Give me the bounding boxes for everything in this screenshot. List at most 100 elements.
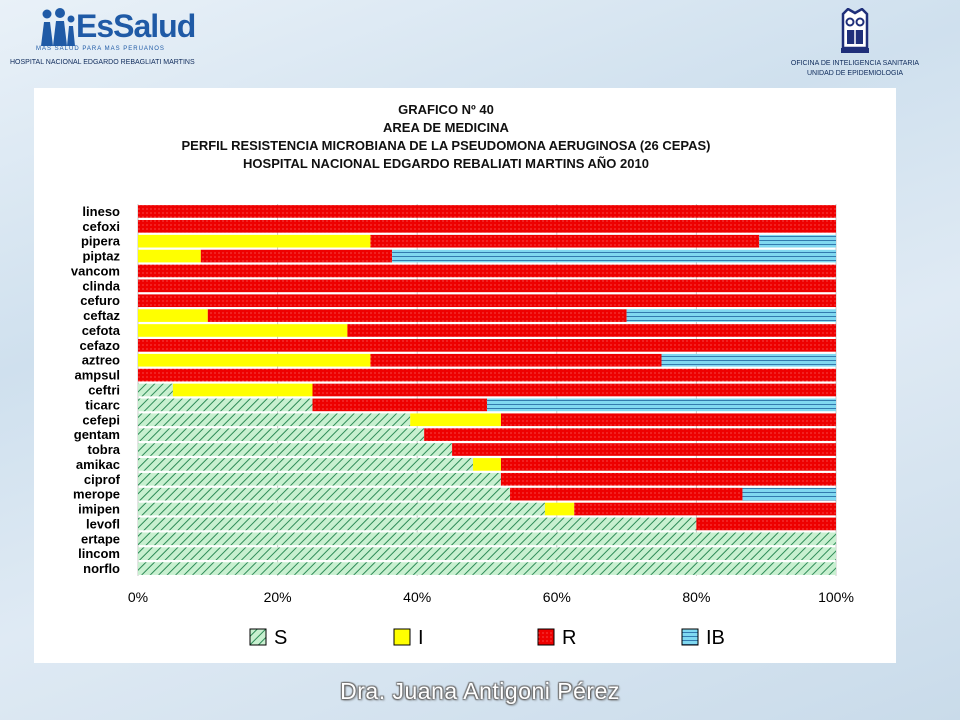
category-label: gentam xyxy=(74,427,120,442)
bar-s-gentam xyxy=(138,428,425,441)
category-label: lineso xyxy=(82,204,120,219)
bar-s-ceftri xyxy=(138,383,173,397)
office-emblem: OFICINA DE INTELIGENCIA SANITARIA UNIDAD… xyxy=(770,8,940,80)
bar-r-vancom xyxy=(138,264,836,278)
bar-i-pipera xyxy=(138,234,371,248)
bar-s-amikac xyxy=(138,458,474,471)
bar-r-cefoxi xyxy=(138,219,836,233)
x-tick-label: 100% xyxy=(818,589,854,605)
category-label: ceftaz xyxy=(83,308,120,323)
chart-legend: S I R IB xyxy=(249,627,725,649)
bar-i-amikac xyxy=(473,458,501,471)
category-label: amikac xyxy=(76,457,120,472)
bar-r-ampsul xyxy=(138,368,836,382)
bar-r-pipera xyxy=(370,234,760,248)
office-name: OFICINA DE INTELIGENCIA SANITARIA xyxy=(790,60,920,67)
legend-swatch-s xyxy=(249,628,267,646)
legend-label: IB xyxy=(706,627,725,649)
x-axis-ticks: 0% 20% 40% 60% 80% 100% xyxy=(128,589,854,605)
bar-s-lincom xyxy=(138,547,836,561)
bar-r-cefepi xyxy=(500,413,836,427)
bar-ib-ticarc xyxy=(487,398,836,412)
category-label: ticarc xyxy=(85,397,120,412)
category-label: tobra xyxy=(88,442,121,457)
chart-title: GRAFICO Nº 40 AREA DE MEDICINA PERFIL RESI… xyxy=(182,102,711,171)
category-label: norflo xyxy=(83,561,120,576)
bar-i-ceftri xyxy=(172,383,313,397)
logo-text: EsSalud xyxy=(76,8,196,44)
bar-i-aztreo xyxy=(138,353,371,367)
legend-label: I xyxy=(418,627,424,649)
category-label: lincom xyxy=(78,546,120,561)
bar-ib-merope xyxy=(742,487,836,501)
bar-s-norflo xyxy=(138,562,836,575)
title-line: AREA DE MEDICINA xyxy=(383,120,510,135)
bar-r-cefazo xyxy=(138,339,836,352)
resistance-chart: GRAFICO Nº 40 AREA DE MEDICINA PERFIL RESI… xyxy=(71,102,854,649)
bar-ib-aztreo xyxy=(661,353,836,367)
chart-bars xyxy=(138,205,836,575)
bar-i-cefepi xyxy=(410,413,501,427)
bar-i-piptaz xyxy=(138,249,201,263)
bar-s-ertape xyxy=(138,532,836,546)
category-label: vancom xyxy=(71,263,120,278)
bar-i-ceftaz xyxy=(138,309,208,322)
title-line: GRAFICO Nº 40 xyxy=(398,102,494,117)
category-label: merope xyxy=(73,487,120,502)
logo-tagline: MAS SALUD PARA MAS PERUANOS xyxy=(36,46,165,52)
legend-label: S xyxy=(274,627,287,649)
x-tick-label: 60% xyxy=(543,589,571,605)
legend-swatch-i xyxy=(393,628,411,646)
bar-ib-pipera xyxy=(759,234,836,248)
bar-s-tobra xyxy=(138,443,453,456)
bar-r-cefuro xyxy=(138,294,836,308)
bar-r-ciprof xyxy=(500,472,836,486)
category-label: clinda xyxy=(82,278,120,293)
author-name: Dra. Juana Antigoni Pérez xyxy=(340,678,620,704)
essalud-logo: EsSalud MAS SALUD PARA MAS PERUANOS HOSP… xyxy=(8,6,248,66)
family-logo-icon xyxy=(41,8,75,46)
bar-s-levofl xyxy=(138,517,697,531)
bar-ib-piptaz xyxy=(392,249,836,263)
bar-s-cefepi xyxy=(138,413,411,427)
category-label: ciprof xyxy=(84,472,121,487)
unit-name: UNIDAD DE EPIDEMIOLOGIA xyxy=(806,70,904,77)
category-label: cefoxi xyxy=(82,219,120,234)
bar-r-merope xyxy=(510,487,743,501)
category-label: cefepi xyxy=(82,412,120,427)
bar-s-ciprof xyxy=(138,472,501,486)
bar-r-lineso xyxy=(138,205,836,218)
category-label: cefazo xyxy=(80,338,121,353)
bar-s-imipen xyxy=(138,502,545,516)
hospital-name: HOSPITAL NACIONAL EDGARDO REBAGLIATI MAR… xyxy=(10,59,195,66)
bar-r-levofl xyxy=(696,517,836,531)
legend-swatch-r xyxy=(537,628,555,646)
bar-r-piptaz xyxy=(200,249,393,263)
category-label: ertape xyxy=(81,531,120,546)
title-line: HOSPITAL NACIONAL EDGARDO REBALIATI MART… xyxy=(243,156,649,171)
owl-emblem-icon xyxy=(841,8,869,53)
category-label: pipera xyxy=(81,234,121,249)
category-label: levofl xyxy=(86,516,120,531)
bar-ib-ceftaz xyxy=(626,309,836,322)
legend-swatch-ib xyxy=(681,628,699,646)
x-tick-label: 20% xyxy=(264,589,292,605)
bar-r-gentam xyxy=(424,428,836,441)
x-tick-label: 80% xyxy=(682,589,710,605)
category-label: imipen xyxy=(78,502,120,517)
bar-r-ceftaz xyxy=(207,309,627,322)
category-label: cefuro xyxy=(80,293,120,308)
bar-s-merope xyxy=(138,487,511,501)
bar-r-aztreo xyxy=(370,353,662,367)
bar-r-clinda xyxy=(138,279,836,293)
bar-i-imipen xyxy=(544,502,575,516)
x-tick-label: 40% xyxy=(403,589,431,605)
category-labels: linesocefoxipiperapiptazvancomclindacefu… xyxy=(71,204,121,576)
legend-label: R xyxy=(562,627,576,649)
bar-r-tobra xyxy=(452,443,836,456)
chart-card: GRAFICO Nº 40 AREA DE MEDICINA PERFIL RESI… xyxy=(34,88,896,663)
category-label: aztreo xyxy=(82,353,120,368)
bar-r-ticarc xyxy=(312,398,487,412)
x-tick-label: 0% xyxy=(128,589,148,605)
bar-s-ticarc xyxy=(138,398,313,412)
